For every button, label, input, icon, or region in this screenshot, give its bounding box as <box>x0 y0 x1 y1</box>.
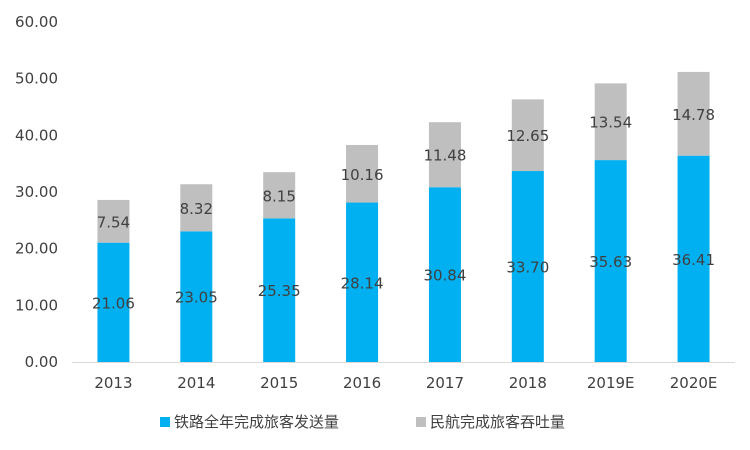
data-label: 11.48 <box>423 147 466 165</box>
bar-railway <box>511 171 544 362</box>
data-label: 23.05 <box>175 289 218 307</box>
legend-label: 铁路全年完成旅客发送量 <box>174 413 339 431</box>
bar-railway <box>346 202 379 362</box>
bar-railway <box>97 242 130 362</box>
y-tick-label: 0.00 <box>25 353 58 371</box>
legend: 铁路全年完成旅客发送量 民航完成旅客吞吐量 <box>160 413 565 431</box>
bar-aviation <box>677 71 710 156</box>
data-label: 36.41 <box>672 251 715 269</box>
x-tick-label: 2017 <box>426 374 464 392</box>
y-tick-label: 60.00 <box>15 13 58 31</box>
bar-aviation <box>594 83 627 161</box>
y-tick-label: 40.00 <box>15 126 58 144</box>
x-tick-label: 2013 <box>94 374 132 392</box>
bar-aviation <box>346 144 379 203</box>
bars <box>97 71 710 362</box>
legend-swatch <box>160 417 170 427</box>
legend-swatch <box>416 417 426 427</box>
legend-label: 民航完成旅客吞吐量 <box>430 413 565 431</box>
bar-railway <box>677 155 710 362</box>
data-label: 21.06 <box>92 294 135 312</box>
data-label: 33.70 <box>506 259 549 277</box>
x-tick-label: 2018 <box>509 374 547 392</box>
x-tick-label: 2014 <box>177 374 215 392</box>
data-label: 35.63 <box>589 253 632 271</box>
bar-aviation <box>428 122 461 188</box>
y-axis: 0.00 10.00 20.00 30.00 40.00 50.00 60.00 <box>15 13 58 371</box>
x-tick-label: 2019E <box>587 374 635 392</box>
bar-railway <box>428 187 461 362</box>
bar-railway <box>594 160 627 362</box>
data-labels: 21.06 7.54 23.05 8.32 25.35 8.15 28.14 10.16 30.… <box>92 106 715 313</box>
data-label: 8.32 <box>180 200 213 218</box>
x-tick-label: 2020E <box>670 374 718 392</box>
bar-railway <box>180 231 213 362</box>
data-label: 10.16 <box>341 166 384 184</box>
y-tick-label: 50.00 <box>15 70 58 88</box>
data-label: 12.65 <box>506 127 549 145</box>
data-label: 30.84 <box>423 267 466 285</box>
bar-railway <box>263 218 296 362</box>
bar-aviation <box>511 99 544 172</box>
bar-aviation <box>263 172 296 219</box>
y-tick-label: 30.00 <box>15 183 58 201</box>
bar-aviation <box>180 184 213 232</box>
bar-aviation <box>97 199 130 243</box>
x-tick-label: 2015 <box>260 374 298 392</box>
data-label: 28.14 <box>341 274 384 292</box>
y-tick-label: 20.00 <box>15 240 58 258</box>
data-label: 7.54 <box>97 213 130 231</box>
data-label: 25.35 <box>258 282 301 300</box>
x-tick-label: 2016 <box>343 374 381 392</box>
y-tick-label: 10.00 <box>15 296 58 314</box>
data-label: 8.15 <box>262 187 295 205</box>
data-label: 13.54 <box>589 114 632 132</box>
x-axis: 2013 2014 2015 2016 2017 2018 2019E 2020E <box>94 374 717 392</box>
data-label: 14.78 <box>672 106 715 124</box>
